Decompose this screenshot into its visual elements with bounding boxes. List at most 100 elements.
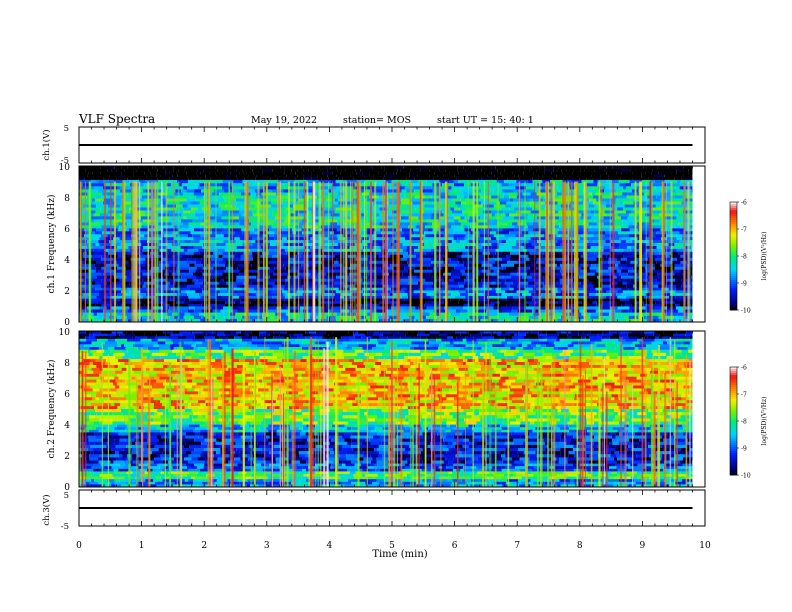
spec-cell — [368, 344, 376, 348]
spec-cell — [676, 257, 686, 262]
spec-cell — [557, 336, 568, 340]
spec-cell — [151, 272, 156, 276]
spec-cell — [478, 225, 489, 229]
spec-cell — [620, 240, 627, 244]
spec-cell — [494, 331, 502, 334]
spec-cell — [227, 336, 235, 340]
spec-cell — [631, 344, 635, 348]
spec-cell — [439, 298, 446, 302]
spec-cell — [453, 180, 459, 184]
spec-cell — [586, 269, 591, 273]
spec-cell — [510, 198, 514, 202]
spec-cell — [627, 333, 640, 337]
spec-cell — [462, 257, 468, 262]
spec-cell — [533, 186, 542, 190]
spec-cell — [384, 168, 398, 172]
spec-cell — [619, 243, 629, 247]
spec-cell — [665, 195, 675, 199]
spec-cell — [306, 318, 316, 323]
spec-cell — [608, 257, 617, 262]
spec-cell — [677, 213, 688, 217]
spec-cell — [378, 243, 384, 247]
spec-cell — [363, 248, 374, 253]
spec-cell — [294, 275, 299, 279]
spec-cell — [625, 338, 638, 342]
spec-cell — [205, 284, 210, 288]
spec-cell — [286, 216, 296, 220]
spec-cell — [404, 338, 412, 342]
spec-cell — [412, 201, 421, 205]
spec-cell — [417, 174, 430, 178]
spec-cell — [79, 231, 87, 235]
spec-cell — [662, 336, 668, 340]
spec-cell — [519, 168, 525, 172]
spec-cell — [437, 174, 444, 178]
spec-cell — [235, 251, 244, 256]
spec-cell — [222, 171, 231, 175]
spec-cell — [196, 243, 203, 247]
spec-cell — [410, 309, 422, 313]
spec-cell — [146, 204, 152, 208]
spec-cell — [493, 254, 506, 259]
spec-cell — [531, 243, 542, 247]
spec-cell — [654, 263, 660, 268]
spec-cell — [99, 318, 105, 323]
spec-cell — [666, 338, 678, 342]
spec-cell — [107, 338, 116, 342]
spec-cell — [251, 338, 265, 342]
spec-cell — [190, 287, 203, 291]
spec-cell — [303, 243, 314, 247]
spec-cell — [632, 251, 645, 256]
spec-cell — [115, 251, 121, 256]
spec-cell — [637, 234, 649, 238]
spec1-ytick-4: 4 — [64, 256, 70, 266]
spec-cell — [248, 189, 255, 193]
spec-cell — [235, 204, 242, 208]
spec-cell — [369, 260, 376, 265]
spec-burst — [396, 181, 399, 322]
spec-cell — [376, 272, 384, 276]
spec-cell — [555, 284, 563, 288]
spec-cell — [180, 237, 190, 241]
spec-cell — [289, 303, 298, 307]
spec-cell — [505, 266, 518, 271]
spec-cell — [655, 336, 659, 340]
spec-cell — [593, 318, 602, 323]
spec-cell — [335, 298, 341, 302]
spec-cell — [79, 201, 89, 205]
spec-cell — [269, 344, 282, 348]
spec-cell — [283, 263, 297, 268]
spec-cell — [429, 263, 433, 268]
spec-cell — [115, 338, 127, 342]
spec-cell — [629, 222, 634, 226]
spec-cell — [608, 177, 621, 181]
spec-cell — [481, 168, 494, 172]
spec-cell — [185, 290, 196, 294]
spec-cell — [166, 201, 179, 205]
spec-cell — [138, 281, 145, 285]
spec-cell — [540, 312, 547, 316]
spec-cell — [166, 281, 170, 285]
spec-cell — [405, 237, 413, 241]
spec-cell — [487, 281, 492, 285]
spec-cell — [536, 344, 541, 348]
spec-cell — [195, 341, 203, 345]
spec-cell — [405, 171, 410, 175]
spec-cell — [226, 281, 230, 285]
spec-cell — [265, 219, 276, 223]
spec-cell — [91, 216, 102, 220]
spec-cell — [363, 186, 374, 190]
spec-cell — [598, 251, 610, 256]
spec-cell — [293, 333, 303, 337]
spec-cell — [488, 216, 497, 220]
spec-cell — [404, 186, 414, 190]
spec-cell — [235, 240, 243, 244]
spec-burst — [277, 181, 279, 322]
spec-cell — [638, 336, 645, 340]
spec-cell — [502, 309, 512, 313]
spec-cell — [212, 231, 222, 235]
spec-cell — [525, 333, 538, 337]
spec-cell — [528, 338, 540, 342]
spec-cell — [627, 246, 631, 250]
spec-cell — [130, 338, 141, 342]
